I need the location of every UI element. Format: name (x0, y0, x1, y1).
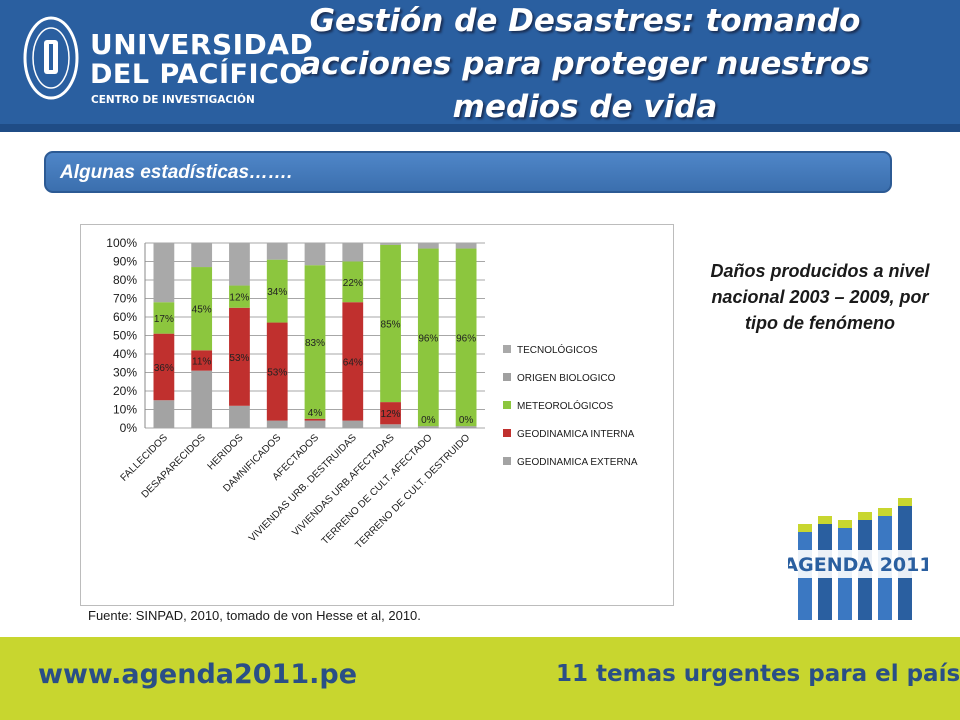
x-category-label: HERIDOS (206, 432, 246, 472)
y-tick-label: 50% (113, 329, 137, 343)
bar-segment (417, 243, 439, 249)
data-label: 34% (267, 287, 287, 298)
bar-segment (266, 420, 288, 428)
data-label: 0% (459, 415, 474, 426)
legend-swatch (503, 373, 511, 381)
footer-tagline: 11 temas urgentes para el país (556, 661, 960, 687)
data-label: 83% (305, 338, 325, 349)
bar-segment (153, 333, 175, 401)
bar-segment (229, 285, 250, 308)
bar-segment (380, 402, 401, 425)
bar-segment (342, 261, 364, 303)
agenda-logo-text: AGENDA 2011 (788, 554, 928, 576)
stacked-bar-chart: 0% 10% 20% 30% 40% 50% 60% 70% 80% 90% 100% FALLECI… (80, 224, 674, 606)
bar-segment (380, 424, 401, 428)
y-tick-label: 100% (106, 236, 137, 250)
bar-segment (266, 322, 288, 421)
legend-swatch (503, 429, 511, 437)
y-tick-label: 70% (113, 292, 137, 306)
y-tick-label: 90% (113, 255, 137, 269)
y-tick-label: 20% (113, 384, 137, 398)
logo-line-2: DEL PACÍFICO (90, 59, 303, 90)
section-bar: Algunas estadísticas……. (44, 151, 892, 193)
legend-swatch (503, 457, 511, 465)
data-label: 64% (343, 357, 363, 368)
source-note: Fuente: SINPAD, 2010, tomado de von Hess… (88, 608, 421, 623)
bar-segment (380, 243, 401, 245)
university-seal-icon (23, 16, 79, 100)
bar-segment (304, 420, 326, 428)
bar-segment (191, 243, 213, 268)
data-label: 12% (381, 409, 401, 420)
data-label: 22% (343, 278, 363, 289)
data-label: 12% (229, 293, 249, 304)
data-label: 53% (267, 368, 287, 379)
logo-line-1: UNIVERSIDAD (90, 28, 314, 61)
data-label: 53% (229, 353, 249, 364)
bar-segment (229, 405, 250, 428)
y-tick-label: 60% (113, 310, 137, 324)
chart-svg: 0%10%20%30%40%50%60%70%80%90%100%FALLECI… (106, 236, 638, 551)
bar-segment (191, 267, 213, 351)
legend-label: TECNOLÓGICOS (517, 343, 598, 356)
bar-segment (342, 420, 364, 428)
legend-label: ORIGEN BIOLOGICO (517, 373, 616, 384)
bar-segment (229, 307, 250, 406)
data-label: 36% (154, 363, 174, 374)
header-band: UNIVERSIDAD DEL PACÍFICO CENTRO DE INVES… (0, 0, 960, 132)
legend-label: GEODINAMICA EXTERNA (517, 457, 638, 468)
y-tick-label: 30% (113, 366, 137, 380)
bar-segment (304, 243, 326, 266)
legend-label: GEODINAMICA INTERNA (517, 429, 635, 440)
footer-band: www.agenda2011.pe 11 temas urgentes para… (0, 637, 960, 720)
y-tick-label: 40% (113, 347, 137, 361)
x-category-label: DESAPARECIDOS (140, 432, 208, 500)
data-label: 96% (456, 333, 476, 344)
data-label: 4% (308, 408, 323, 419)
y-tick-label: 80% (113, 273, 137, 287)
data-label: 11% (192, 356, 211, 367)
bar-segment (266, 259, 288, 323)
section-bar-label: Algunas estadísticas……. (60, 162, 293, 183)
agenda-bars-icon: AGENDA 2011 (783, 498, 933, 620)
bar-segment (304, 418, 326, 421)
bar-segment (229, 243, 250, 286)
bar-segment (455, 248, 477, 427)
bar-segment (191, 350, 213, 371)
data-label: 0% (421, 415, 436, 426)
logo-line-3: CENTRO DE INVESTIGACIÓN (91, 94, 255, 106)
bar-segment (304, 265, 326, 419)
slide-title: Gestión de Desastres: tomando acciones p… (300, 3, 870, 125)
bar-segment (380, 244, 401, 403)
universidad-logo: UNIVERSIDAD DEL PACÍFICO CENTRO DE INVES… (22, 14, 313, 106)
bar-segment (342, 243, 364, 262)
legend-swatch (503, 345, 511, 353)
data-label: 45% (192, 305, 212, 316)
chart-caption: Daños producidos a nivel nacional 2003 –… (710, 261, 930, 333)
bar-segment (153, 400, 175, 428)
bar-segment (417, 248, 439, 427)
bar-segment (153, 302, 175, 334)
bar-segment (191, 370, 213, 428)
agenda-2011-logo: AGENDA 2011 (783, 490, 933, 630)
bar-segment (455, 243, 477, 249)
bar-segment (417, 426, 439, 428)
bar-segment (342, 302, 364, 421)
bar-segment (153, 243, 175, 303)
y-tick-label: 10% (113, 403, 137, 417)
data-label: 96% (418, 333, 438, 344)
legend-swatch (503, 401, 511, 409)
data-label: 85% (381, 319, 401, 330)
data-label: 17% (154, 314, 174, 325)
footer-url[interactable]: www.agenda2011.pe (38, 659, 358, 690)
bar-segment (266, 243, 288, 260)
y-tick-label: 0% (120, 421, 138, 435)
bar-segment (455, 426, 477, 428)
legend-label: METEOROLÓGICOS (517, 399, 613, 412)
